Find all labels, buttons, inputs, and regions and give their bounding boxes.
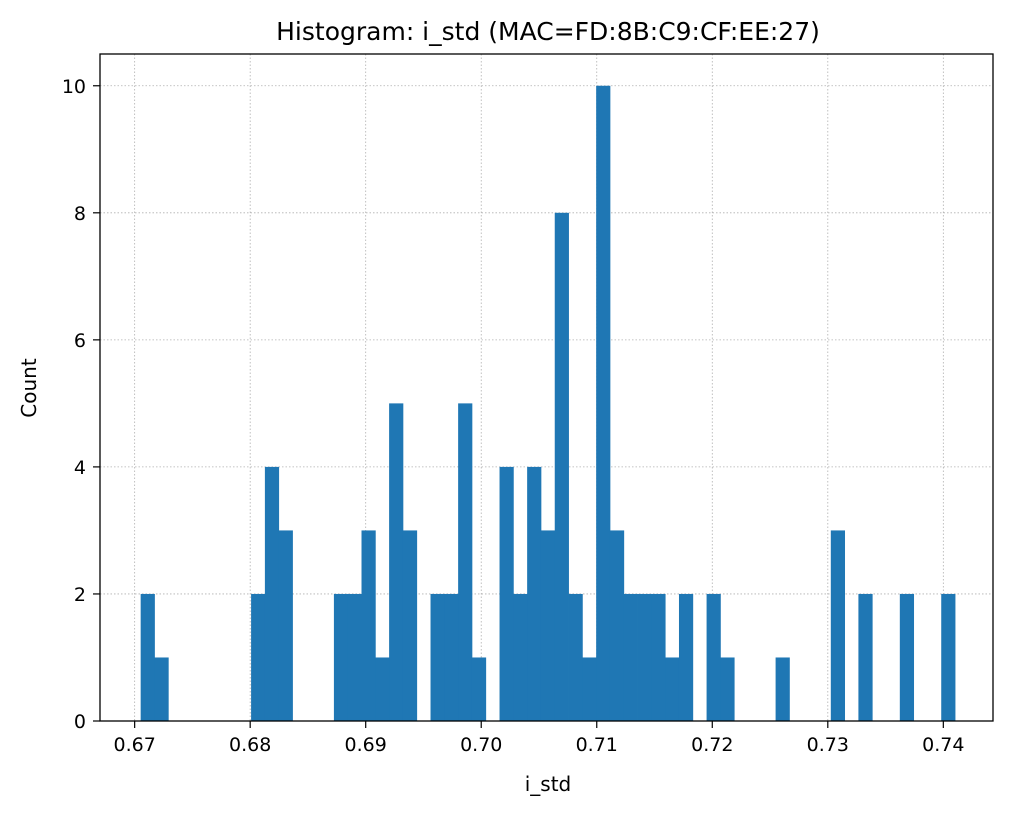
x-tick-label: 0.70 [460, 734, 502, 756]
x-tick-label: 0.69 [345, 734, 387, 756]
histogram-bar [499, 466, 514, 721]
histogram-bar [609, 530, 625, 721]
y-axis-label: Count [17, 358, 41, 418]
x-tick-label: 0.74 [922, 734, 964, 756]
x-tick-label: 0.73 [807, 734, 849, 756]
histogram-bar [347, 593, 362, 721]
histogram-bar [651, 593, 666, 721]
histogram-bar [665, 657, 680, 721]
x-tick-label: 0.71 [576, 734, 618, 756]
histogram-bar [154, 657, 169, 721]
histogram-bar [720, 657, 735, 721]
histogram-bar [389, 403, 404, 721]
histogram-bar [775, 657, 790, 721]
histogram-bar [361, 530, 376, 721]
bars [140, 85, 956, 722]
histogram-bar [568, 593, 583, 721]
histogram-bar [140, 593, 155, 721]
histogram-bar [513, 593, 528, 721]
x-tick-label: 0.72 [691, 734, 733, 756]
histogram-bar [858, 593, 873, 721]
histogram-bar [637, 593, 652, 721]
histogram-bar [402, 530, 418, 721]
histogram-bar [527, 466, 542, 721]
y-tick-label: 8 [74, 203, 86, 225]
histogram-bar [540, 530, 556, 721]
histogram-bar [471, 657, 487, 721]
histogram-bar [554, 212, 569, 722]
histogram-bar [706, 593, 721, 721]
x-tick-label: 0.68 [229, 734, 271, 756]
y-axis-ticks: 0 2 4 6 8 10 [62, 76, 100, 733]
chart-title: Histogram: i_std (MAC=FD:8B:C9:CF:EE:27) [276, 17, 820, 46]
histogram-bar [264, 466, 280, 721]
x-tick-label: 0.67 [114, 734, 156, 756]
y-tick-label: 0 [74, 711, 86, 733]
histogram-bar [899, 593, 915, 721]
histogram-bar [251, 593, 266, 721]
histogram-bar [623, 593, 638, 721]
histogram-bar [582, 657, 597, 721]
histogram-bar [458, 403, 473, 721]
y-tick-label: 6 [74, 330, 86, 352]
y-tick-label: 2 [74, 584, 86, 606]
histogram-bar [375, 657, 390, 721]
histogram-bar [430, 593, 445, 721]
histogram-bar [941, 593, 956, 721]
y-tick-label: 4 [74, 457, 86, 479]
histogram-bar [333, 593, 349, 721]
histogram-bar [830, 530, 846, 721]
histogram-bar [278, 530, 293, 721]
x-axis-ticks: 0.67 0.68 0.69 0.70 0.71 0.72 0.73 0.74 [114, 721, 964, 756]
histogram-bar [596, 85, 611, 721]
x-axis-label: i_std [525, 772, 572, 796]
histogram-bar [678, 593, 694, 721]
plot-frame [99, 53, 994, 722]
histogram-bar [444, 593, 459, 721]
y-tick-label: 10 [62, 76, 86, 98]
